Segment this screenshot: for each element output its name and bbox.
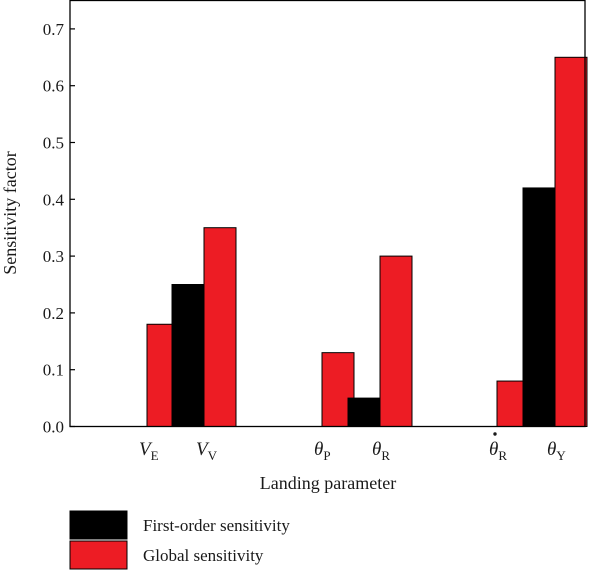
y-tick-label: 0.7 (43, 20, 65, 39)
bar-first-order-1 (171, 284, 205, 427)
x-tick-label: VV (196, 439, 218, 463)
bar-global-3 (379, 255, 413, 427)
y-tick-label: 0.0 (43, 418, 64, 437)
plot-frame (69, 0, 586, 428)
bar-global-1 (203, 227, 237, 427)
bar-first-order-5 (522, 187, 556, 427)
legend: First-order sensitivity Global sensitivit… (69, 510, 290, 570)
y-tick-label: 0.1 (43, 361, 64, 380)
bar-global-5 (554, 56, 588, 428)
y-axis-title: Sensitivity factor (0, 151, 20, 274)
y-tick-label: 0.4 (43, 190, 65, 209)
legend-label-1: Global sensitivity (143, 546, 264, 565)
derivative-dot (493, 432, 497, 436)
legend-swatch-0 (69, 510, 128, 540)
x-tick-label: θY (547, 439, 566, 463)
bars (146, 56, 588, 428)
x-tick-label: VE (139, 439, 159, 463)
x-axis-title: Landing parameter (260, 473, 396, 493)
x-axis: VE VV θP θR θR θY (139, 432, 566, 463)
legend-label-0: First-order sensitivity (143, 516, 290, 535)
y-axis: 0.0 0.1 0.2 0.3 0.4 0.5 0.6 0.7 (43, 20, 75, 437)
x-tick-label: θR (372, 439, 390, 463)
y-tick-label: 0.6 (43, 77, 64, 96)
x-tick-label: θR (489, 439, 507, 463)
y-tick-label: 0.5 (43, 134, 64, 153)
legend-swatch-1 (69, 540, 128, 570)
y-tick-label: 0.3 (43, 247, 64, 266)
bar-first-order-3 (347, 397, 381, 428)
y-tick-label: 0.2 (43, 304, 64, 323)
x-tick-label: θP (314, 439, 331, 463)
